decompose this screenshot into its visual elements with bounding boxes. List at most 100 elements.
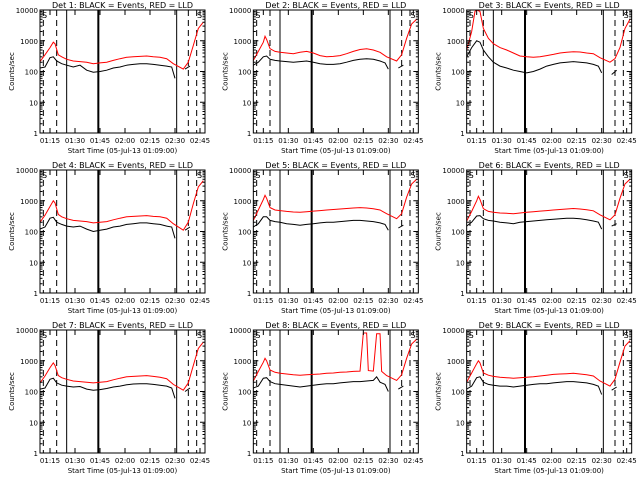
y-tick-label: 100 — [25, 389, 38, 397]
x-tick-label: 01:15 — [467, 457, 487, 465]
chart-panel-7: S S 1 10 100 1000 10000 01:15 01:30 01:45 02:00 02:… — [8, 321, 210, 475]
corner-label-right: S — [197, 11, 202, 20]
lld-line — [466, 340, 631, 387]
chart-panel-9: S S 1 10 100 1000 10000 01:15 01:30 01:45 02:00 02:… — [435, 321, 637, 475]
x-tick-label: 02:45 — [403, 297, 423, 305]
x-axis-label: Start Time (05-Jul-13 01:09:00) — [68, 147, 178, 155]
x-tick-label: 01:30 — [65, 457, 85, 465]
x-tick-label: 02:30 — [592, 137, 612, 145]
x-tick-label: 01:15 — [40, 297, 60, 305]
corner-label-left: S — [469, 171, 474, 180]
y-axis-label: Counts/sec — [435, 52, 443, 91]
y-tick-label: 10 — [29, 259, 38, 267]
y-tick-label: 10000 — [16, 327, 38, 335]
x-tick-label: 01:15 — [467, 137, 487, 145]
x-tick-label: 02:15 — [140, 457, 160, 465]
x-tick-label: 01:45 — [90, 457, 110, 465]
x-tick-label: 01:30 — [65, 297, 85, 305]
corner-label-left: S — [42, 171, 47, 180]
x-tick-label: 02:15 — [567, 457, 587, 465]
x-tick-label: 01:45 — [517, 137, 537, 145]
chart-title: Det 2: BLACK = Events, RED = LLD — [265, 1, 406, 10]
y-tick-label: 1 — [34, 450, 38, 458]
y-axis-label: Counts/sec — [435, 212, 443, 251]
x-tick-label: 02:45 — [403, 137, 423, 145]
x-tick-label: 02:00 — [542, 297, 562, 305]
x-tick-label: 02:15 — [567, 137, 587, 145]
lld-line — [40, 180, 204, 231]
x-tick-label: 01:45 — [303, 457, 323, 465]
x-axis-label: Start Time (05-Jul-13 01:09:00) — [281, 467, 391, 475]
lld-line — [466, 178, 631, 222]
plot-frame — [252, 329, 419, 454]
x-tick-label: 02:30 — [378, 457, 398, 465]
x-axis-label: Start Time (05-Jul-13 01:09:00) — [281, 147, 391, 155]
plot-frame — [466, 169, 633, 294]
x-axis-label: Start Time (05-Jul-13 01:09:00) — [494, 147, 604, 155]
events-line — [466, 215, 617, 230]
plot-frame — [39, 9, 206, 134]
x-tick-label: 02:30 — [592, 457, 612, 465]
y-tick-label: 10 — [29, 419, 38, 427]
y-tick-label: 1000 — [234, 198, 252, 206]
corner-label-right: S — [410, 331, 415, 340]
x-tick-label: 02:45 — [617, 457, 637, 465]
y-tick-label: 1000 — [20, 198, 38, 206]
y-tick-label: 100 — [451, 69, 464, 77]
chart-panel-1: S S 1 10 100 1000 10000 01:15 01:30 01:45 02:00 02:… — [8, 1, 210, 155]
y-tick-label: 10 — [242, 419, 251, 427]
y-axis-label: Counts/sec — [435, 372, 443, 411]
events-line — [40, 377, 191, 399]
chart-title: Det 3: BLACK = Events, RED = LLD — [479, 1, 620, 10]
x-tick-label: 02:15 — [140, 137, 160, 145]
corner-label-left: S — [469, 331, 474, 340]
y-tick-label: 1000 — [447, 358, 465, 366]
corner-label-right: S — [410, 171, 415, 180]
y-tick-label: 1 — [247, 290, 251, 298]
x-axis-label: Start Time (05-Jul-13 01:09:00) — [281, 307, 391, 315]
y-tick-label: 10 — [29, 99, 38, 107]
y-tick-label: 1000 — [234, 38, 252, 46]
x-tick-label: 01:15 — [253, 297, 273, 305]
y-tick-label: 1 — [34, 130, 38, 138]
chart-panel-6: S S 1 10 100 1000 10000 01:15 01:30 01:45 02:00 02:… — [435, 161, 637, 315]
x-tick-label: 02:15 — [567, 297, 587, 305]
x-tick-label: 02:15 — [140, 297, 160, 305]
corner-label-left: S — [255, 11, 260, 20]
events-line — [253, 375, 404, 392]
y-tick-label: 1 — [247, 130, 251, 138]
y-tick-label: 100 — [238, 229, 251, 237]
x-tick-label: 01:15 — [467, 297, 487, 305]
x-tick-label: 02:30 — [165, 137, 185, 145]
corner-label-right: S — [624, 331, 629, 340]
y-tick-label: 10000 — [16, 7, 38, 15]
corner-label-right: S — [624, 11, 629, 20]
y-tick-label: 10000 — [442, 167, 464, 175]
x-tick-label: 02:00 — [542, 137, 562, 145]
chart-title: Det 9: BLACK = Events, RED = LLD — [479, 321, 620, 330]
plot-frame — [39, 169, 206, 294]
x-axis-label: Start Time (05-Jul-13 01:09:00) — [68, 307, 178, 315]
y-tick-label: 10000 — [229, 167, 251, 175]
chart-panel-2: S S 1 10 100 1000 10000 01:15 01:30 01:45 02:00 02:… — [221, 1, 423, 155]
x-tick-label: 02:15 — [353, 297, 373, 305]
chart-title: Det 5: BLACK = Events, RED = LLD — [265, 161, 406, 170]
corner-label-left: S — [42, 331, 47, 340]
y-axis-label: Counts/sec — [8, 212, 16, 251]
plot-frame — [466, 9, 633, 134]
events-line — [253, 55, 404, 70]
chart-panel-3: S S 1 10 100 1000 10000 01:15 01:30 01:45 02:00 02:… — [435, 1, 637, 155]
x-tick-label: 01:30 — [492, 297, 512, 305]
x-tick-label: 01:45 — [303, 137, 323, 145]
lld-line — [40, 341, 204, 391]
chart-title: Det 4: BLACK = Events, RED = LLD — [52, 161, 193, 170]
x-tick-label: 02:00 — [328, 297, 348, 305]
y-tick-label: 1 — [460, 290, 464, 298]
y-tick-label: 1 — [460, 450, 464, 458]
plot-frame — [39, 329, 206, 454]
chart-panel-5: S S 1 10 100 1000 10000 01:15 01:30 01:45 02:00 02:… — [221, 161, 423, 315]
x-tick-label: 02:30 — [592, 297, 612, 305]
y-axis-label: Counts/sec — [221, 52, 229, 91]
y-tick-label: 1000 — [447, 38, 465, 46]
